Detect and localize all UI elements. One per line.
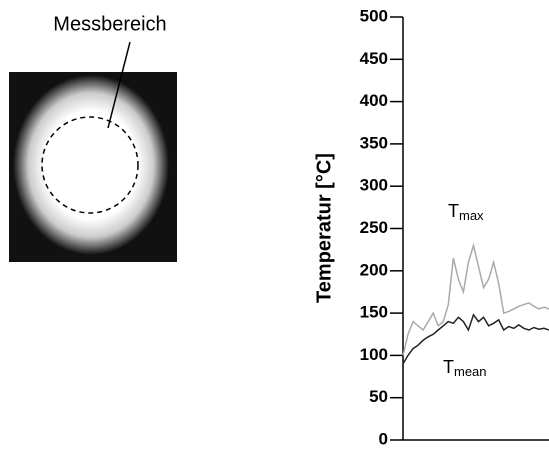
y-tick-label: 200 bbox=[360, 260, 388, 279]
figure: Messbereich Temperatur [°C] 0 50 100 150 200… bbox=[0, 0, 549, 450]
series-name-sub: mean bbox=[454, 364, 487, 379]
series-label: Tmax bbox=[448, 201, 484, 224]
y-tick-label: 100 bbox=[360, 345, 388, 364]
series-name: T bbox=[443, 357, 454, 377]
series-label: Tmean bbox=[443, 357, 487, 380]
y-tick-label: 350 bbox=[360, 133, 388, 152]
image-label: Messbereich bbox=[53, 13, 166, 35]
thermal-image bbox=[9, 42, 177, 262]
y-tick-label: 300 bbox=[360, 176, 388, 195]
series-name: T bbox=[448, 201, 459, 221]
y-tick-label: 250 bbox=[360, 218, 388, 237]
y-tick-label: 50 bbox=[369, 387, 388, 406]
series-name-sub: max bbox=[459, 208, 484, 223]
y-tick-label: 450 bbox=[360, 49, 388, 68]
y-tick-label: 0 bbox=[379, 429, 388, 448]
y-axis-label: Temperatur [°C] bbox=[313, 153, 335, 303]
y-tick-label: 500 bbox=[360, 6, 388, 25]
y-tick-label: 400 bbox=[360, 91, 388, 110]
y-tick-label: 150 bbox=[360, 303, 388, 322]
data-line bbox=[403, 315, 549, 364]
